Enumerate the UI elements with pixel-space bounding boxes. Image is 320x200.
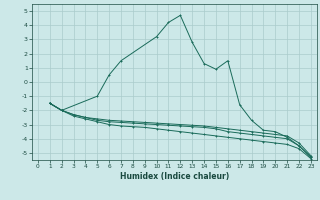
X-axis label: Humidex (Indice chaleur): Humidex (Indice chaleur) <box>120 172 229 181</box>
